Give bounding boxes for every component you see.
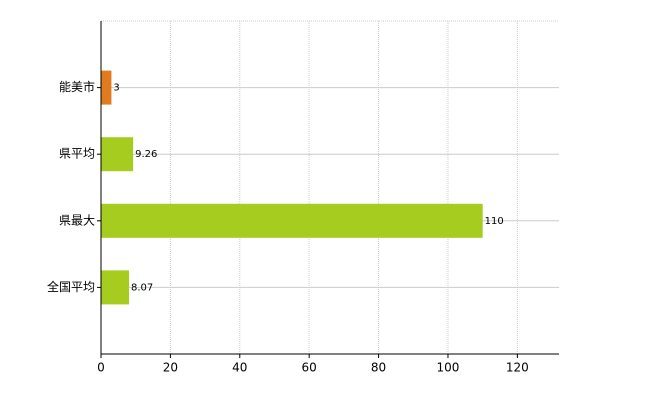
value-label: 9.26 bbox=[135, 149, 157, 160]
bar bbox=[101, 270, 130, 305]
x-tick-label: 0 bbox=[97, 361, 105, 375]
y-tick-label: 全国平均 bbox=[47, 279, 95, 294]
bar bbox=[101, 70, 112, 105]
x-tick-label: 60 bbox=[302, 361, 317, 375]
x-tick-label: 40 bbox=[232, 361, 247, 375]
y-tick-label: 県平均 bbox=[59, 147, 95, 161]
x-tick-label: 20 bbox=[163, 361, 178, 375]
bar bbox=[101, 203, 483, 238]
x-tick-label: 80 bbox=[371, 361, 386, 375]
value-label: 110 bbox=[485, 216, 504, 227]
bar bbox=[101, 137, 134, 172]
value-label: 3 bbox=[113, 83, 119, 94]
y-tick-label: 能美市 bbox=[59, 79, 95, 94]
value-label: 8.07 bbox=[131, 282, 153, 293]
x-tick-label: 100 bbox=[437, 361, 460, 375]
x-tick-label: 120 bbox=[506, 361, 529, 375]
y-tick-label: 県最大 bbox=[59, 213, 95, 227]
